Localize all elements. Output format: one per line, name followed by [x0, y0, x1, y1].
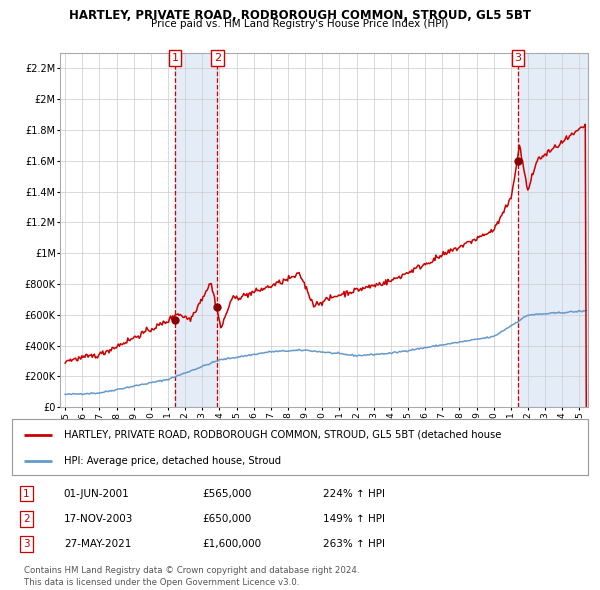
Text: 2: 2: [23, 514, 30, 523]
Text: HARTLEY, PRIVATE ROAD, RODBOROUGH COMMON, STROUD, GL5 5BT (detached house: HARTLEY, PRIVATE ROAD, RODBOROUGH COMMON…: [64, 430, 501, 440]
Text: Contains HM Land Registry data © Crown copyright and database right 2024.: Contains HM Land Registry data © Crown c…: [23, 566, 359, 575]
Text: 224% ↑ HPI: 224% ↑ HPI: [323, 489, 385, 499]
FancyBboxPatch shape: [12, 419, 588, 475]
Text: 3: 3: [514, 53, 521, 63]
Text: £650,000: £650,000: [202, 514, 251, 523]
Text: £565,000: £565,000: [202, 489, 251, 499]
Text: HPI: Average price, detached house, Stroud: HPI: Average price, detached house, Stro…: [64, 456, 281, 466]
Text: 1: 1: [172, 53, 179, 63]
Text: This data is licensed under the Open Government Licence v3.0.: This data is licensed under the Open Gov…: [23, 578, 299, 586]
Text: 1: 1: [23, 489, 30, 499]
Text: 01-JUN-2001: 01-JUN-2001: [64, 489, 130, 499]
Bar: [518, 53, 588, 407]
Text: £1,600,000: £1,600,000: [202, 539, 261, 549]
Text: Price paid vs. HM Land Registry's House Price Index (HPI): Price paid vs. HM Land Registry's House …: [151, 19, 449, 30]
Text: 27-MAY-2021: 27-MAY-2021: [64, 539, 131, 549]
Text: 2: 2: [214, 53, 221, 63]
Bar: [175, 53, 217, 407]
Text: 3: 3: [23, 539, 30, 549]
Text: 17-NOV-2003: 17-NOV-2003: [64, 514, 133, 523]
Text: 263% ↑ HPI: 263% ↑ HPI: [323, 539, 385, 549]
Text: 149% ↑ HPI: 149% ↑ HPI: [323, 514, 385, 523]
Text: HARTLEY, PRIVATE ROAD, RODBOROUGH COMMON, STROUD, GL5 5BT: HARTLEY, PRIVATE ROAD, RODBOROUGH COMMON…: [69, 9, 531, 22]
